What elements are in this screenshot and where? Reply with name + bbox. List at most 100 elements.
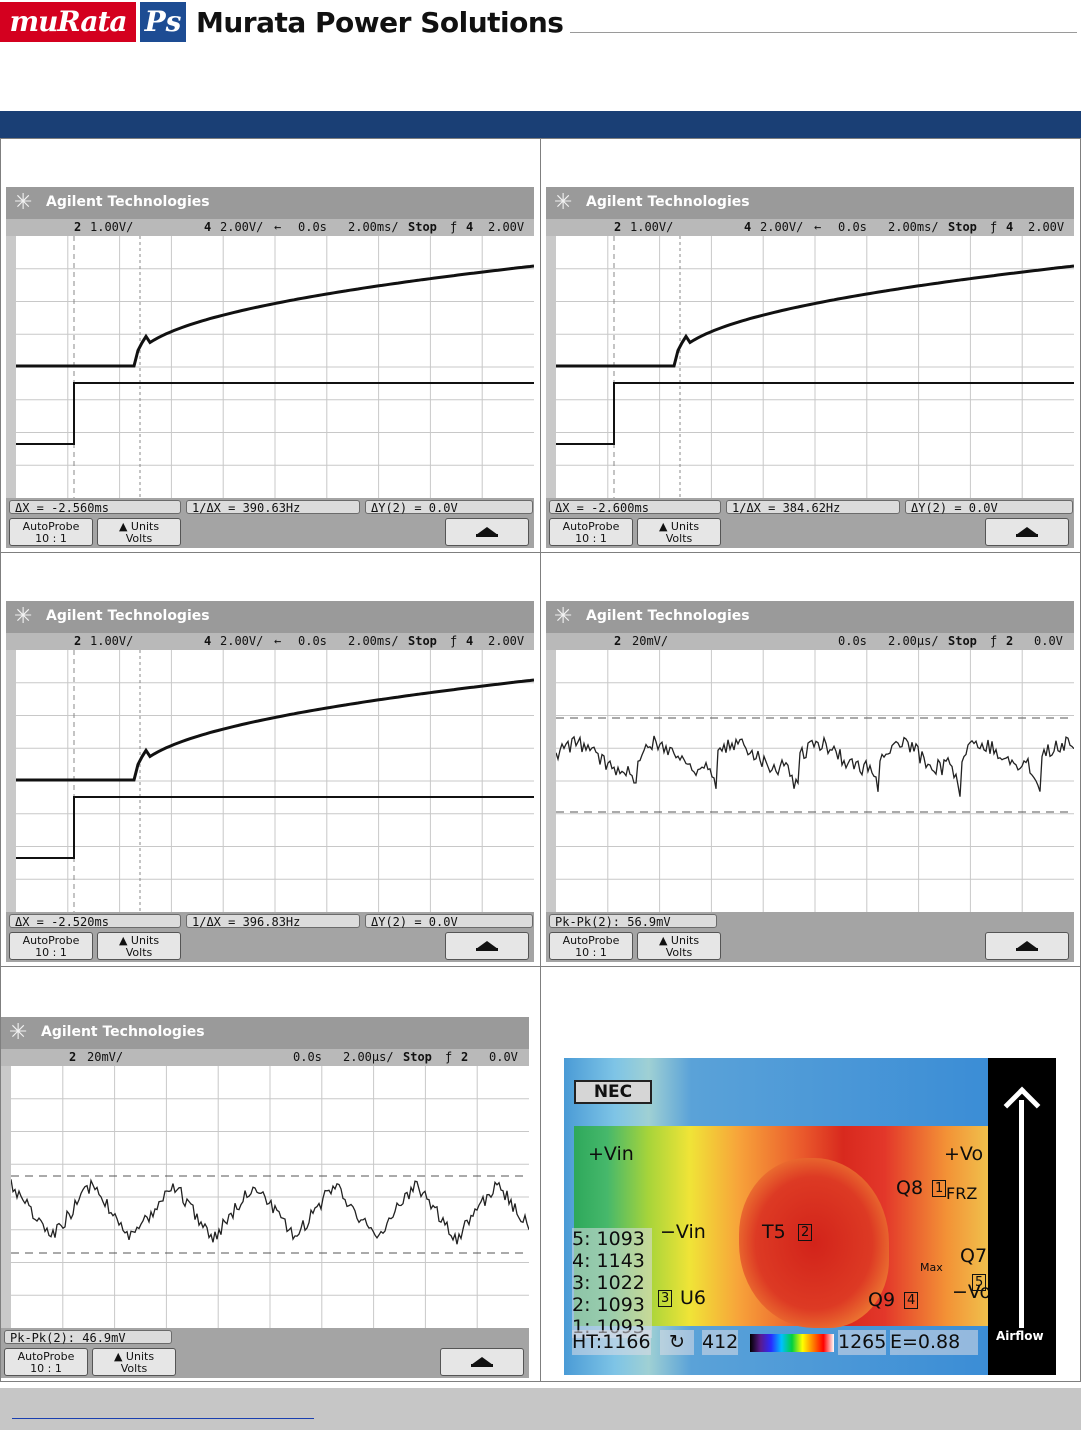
label-vo-pos: +Vo	[944, 1143, 984, 1165]
time-offset: 0.0s	[293, 1050, 322, 1064]
up-arrow-icon: ▲	[658, 520, 671, 533]
scale-low: 412	[702, 1330, 739, 1355]
grid-divider-row1	[0, 552, 1081, 553]
measurement-delta-y: ΔY(2) = 0.0V	[365, 914, 533, 929]
channel2-scale: 2.00V/	[760, 220, 804, 234]
oscilloscope-capture: ✳ Agilent Technologies 2 1.00V/ 4 2.00V/…	[6, 601, 534, 962]
units-value: Volts	[125, 532, 153, 545]
readout-2: 2: 1093	[572, 1294, 645, 1316]
autoprobe-softkey[interactable]: AutoProbe 10 : 1	[4, 1348, 88, 1376]
units-softkey[interactable]: ▲ Units Volts	[97, 932, 181, 960]
thermal-status-bar: HT:1166 ↻ 412 1265 E=0.88	[564, 1330, 988, 1355]
autoprobe-softkey[interactable]: AutoProbe 10 : 1	[549, 518, 633, 546]
channel2-number: 4	[744, 220, 752, 234]
autoprobe-softkey[interactable]: AutoProbe 10 : 1	[549, 932, 633, 960]
units-value: Volts	[665, 532, 693, 545]
units-label: ▲ Units	[118, 934, 160, 947]
up-arrow-icon: ▲	[118, 934, 131, 947]
label-q8: Q8	[896, 1177, 924, 1199]
emissivity: E=0.88	[890, 1330, 978, 1355]
run-mode: Stop	[948, 220, 977, 234]
scope-title-bar: ✳ Agilent Technologies	[6, 187, 534, 219]
scope-title-bar: ✳ Agilent Technologies	[1, 1017, 529, 1049]
units-label: ▲ Units	[658, 934, 700, 947]
measurement-inverse-delta-x: 1/ΔX = 390.63Hz	[186, 500, 360, 515]
autoprobe-softkey[interactable]: AutoProbe 10 : 1	[9, 932, 93, 960]
label-vin-neg: −Vin	[660, 1221, 706, 1243]
trigger-icon: ƒ	[990, 634, 998, 648]
footer-link[interactable]	[12, 1418, 314, 1419]
autoprobe-label: AutoProbe	[22, 520, 80, 533]
left-margin	[1, 1066, 11, 1328]
waveform-plot	[16, 236, 534, 498]
oscilloscope-capture: ✳ Agilent Technologies 2 1.00V/ 4 2.00V/…	[546, 187, 1074, 548]
time-offset: 0.0s	[298, 634, 327, 648]
scope-status-line: 2 20mV/ 0.0s 2.00µs/ Stop ƒ 2 0.0V	[546, 633, 1074, 650]
up-softkey-arrow-icon[interactable]	[440, 1348, 524, 1376]
thermal-image: NEC +Vin −Vin +Vo −Vo Q8 1 FRZ T5 2 U6 3…	[564, 1058, 1056, 1375]
power-solutions-logo: Ps	[140, 2, 186, 42]
scope-graticule	[556, 236, 1074, 498]
up-softkey-arrow-icon[interactable]	[445, 932, 529, 960]
mode-icon: ↻	[660, 1330, 694, 1355]
channel-number: 2	[74, 220, 82, 234]
channel2-scale: 2.00V/	[220, 634, 264, 648]
readout-4: 4: 1143	[572, 1250, 645, 1272]
agilent-logo-icon: ✳	[14, 604, 33, 629]
page-footer	[0, 1388, 1081, 1430]
box-1: 1	[932, 1180, 947, 1197]
time-offset: 0.0s	[838, 220, 867, 234]
airflow-panel: Airflow	[988, 1058, 1056, 1375]
grid-divider-vertical	[540, 138, 541, 1382]
autoprobe-label: AutoProbe	[562, 520, 620, 533]
label-vo-neg: −Vo	[952, 1281, 992, 1303]
units-softkey[interactable]: ▲ Units Volts	[92, 1348, 176, 1376]
autoprobe-label: AutoProbe	[22, 934, 80, 947]
units-value: Volts	[125, 946, 153, 959]
units-softkey[interactable]: ▲ Units Volts	[97, 518, 181, 546]
autoprobe-ratio: 10 : 1	[30, 1362, 62, 1375]
scope-brand: Agilent Technologies	[46, 608, 210, 624]
channel4-trace	[16, 796, 534, 859]
oscilloscope-capture: ✳ Agilent Technologies 2 20mV/ 0.0s 2.00…	[546, 601, 1074, 962]
autoprobe-softkey[interactable]: AutoProbe 10 : 1	[9, 518, 93, 546]
channel2-number: 4	[204, 220, 212, 234]
airflow-label: Airflow	[996, 1329, 1044, 1343]
channel4-trace	[556, 382, 1074, 445]
scope-title-bar: ✳ Agilent Technologies	[546, 601, 1074, 633]
airflow-arrow-icon	[1019, 1100, 1024, 1328]
agilent-logo-icon: ✳	[554, 190, 573, 215]
units-softkey[interactable]: ▲ Units Volts	[637, 518, 721, 546]
readout-5: 5: 1093	[572, 1228, 645, 1250]
oscilloscope-capture: ✳ Agilent Technologies 2 20mV/ 0.0s 2.00…	[1, 1017, 529, 1378]
measurement-pkpk: Pk-Pk(2): 46.9mV	[4, 1330, 172, 1345]
agilent-logo-icon: ✳	[14, 190, 33, 215]
left-margin	[6, 650, 16, 912]
trigger-level: 2.00V	[488, 220, 525, 234]
channel2-scale: 2.00V/	[220, 220, 264, 234]
trigger-icon: ƒ	[445, 1050, 453, 1064]
time-offset: 0.0s	[838, 634, 867, 648]
run-mode: Stop	[948, 634, 977, 648]
up-softkey-arrow-icon[interactable]	[445, 518, 529, 546]
up-arrow-icon: ▲	[118, 520, 131, 533]
up-softkey-arrow-icon[interactable]	[985, 932, 1069, 960]
up-softkey-arrow-icon[interactable]	[985, 518, 1069, 546]
time-scale: 2.00ms/	[888, 220, 939, 234]
run-mode: Stop	[403, 1050, 432, 1064]
channel-scale: 20mV/	[87, 1050, 124, 1064]
label-vin-pos: +Vin	[588, 1143, 634, 1165]
header-rule	[570, 32, 1077, 33]
label-q9: Q9	[868, 1289, 896, 1311]
channel-scale: 1.00V/	[630, 220, 674, 234]
agilent-logo-icon: ✳	[9, 1020, 28, 1045]
units-softkey[interactable]: ▲ Units Volts	[637, 932, 721, 960]
channel-scale: 1.00V/	[90, 634, 134, 648]
trigger-level: 2.00V	[1028, 220, 1065, 234]
trigger-channel: 4	[466, 220, 474, 234]
left-margin	[546, 650, 556, 912]
waveform-plot	[556, 236, 1074, 498]
scope-graticule	[16, 236, 534, 498]
time-offset: 0.0s	[298, 220, 327, 234]
waveform-plot	[556, 650, 1074, 912]
